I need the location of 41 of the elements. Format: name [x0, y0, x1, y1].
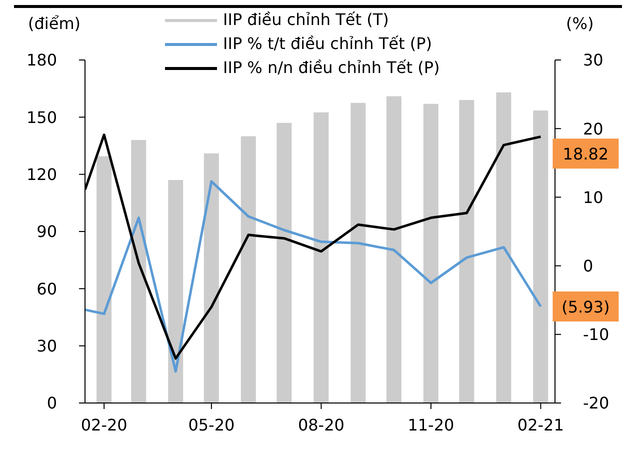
y2-tick-label: 20 — [583, 119, 604, 138]
y-tick-label: 150 — [26, 108, 57, 127]
y2-tick-label: 0 — [583, 256, 594, 276]
legend-label: IIP điều chỉnh Tết (T) — [223, 9, 389, 31]
value-callout: 18.82 — [552, 138, 619, 169]
bar — [533, 110, 548, 403]
y-tick-label: 90 — [36, 222, 57, 242]
y2-tick-label: -10 — [583, 325, 610, 344]
y2-tick-label: -20 — [583, 394, 610, 413]
bar — [96, 156, 112, 403]
y-tick-label: 0 — [46, 394, 57, 413]
y-tick-label: 30 — [36, 336, 57, 356]
y-tick-label: 60 — [36, 279, 57, 298]
bar — [240, 136, 256, 403]
y2-axis-title: (%) — [566, 14, 594, 33]
bar — [204, 153, 219, 403]
bar — [131, 140, 146, 403]
bar — [386, 96, 402, 403]
x-tick-label: 05-20 — [188, 415, 235, 434]
bar — [314, 112, 329, 403]
x-tick-label: 02-21 — [517, 415, 564, 434]
data-label: 18.82 — [562, 144, 609, 164]
bar — [459, 100, 474, 403]
bar — [496, 92, 512, 403]
bar — [423, 104, 438, 403]
legend-label: IIP % n/n điều chỉnh Tết (P) — [223, 57, 440, 79]
y2-tick-label: 10 — [583, 188, 604, 207]
x-tick-label: 02-20 — [80, 415, 128, 434]
legend-label: IIP % t/t điều chỉnh Tết (P) — [223, 33, 432, 55]
bar — [276, 122, 292, 403]
data-label: (5.93) — [562, 297, 610, 316]
y-tick-label: 120 — [26, 165, 57, 184]
y-tick-label: 180 — [26, 50, 57, 70]
value-callout: (5.93) — [552, 291, 619, 322]
x-tick-label: 08-20 — [298, 415, 344, 434]
line-series — [85, 180, 542, 373]
y2-tick-label: 30 — [583, 50, 604, 70]
x-tick-label: 11-20 — [408, 415, 454, 434]
bar — [350, 102, 366, 403]
bar — [168, 180, 184, 403]
y-axis-title: (điểm) — [28, 14, 81, 33]
